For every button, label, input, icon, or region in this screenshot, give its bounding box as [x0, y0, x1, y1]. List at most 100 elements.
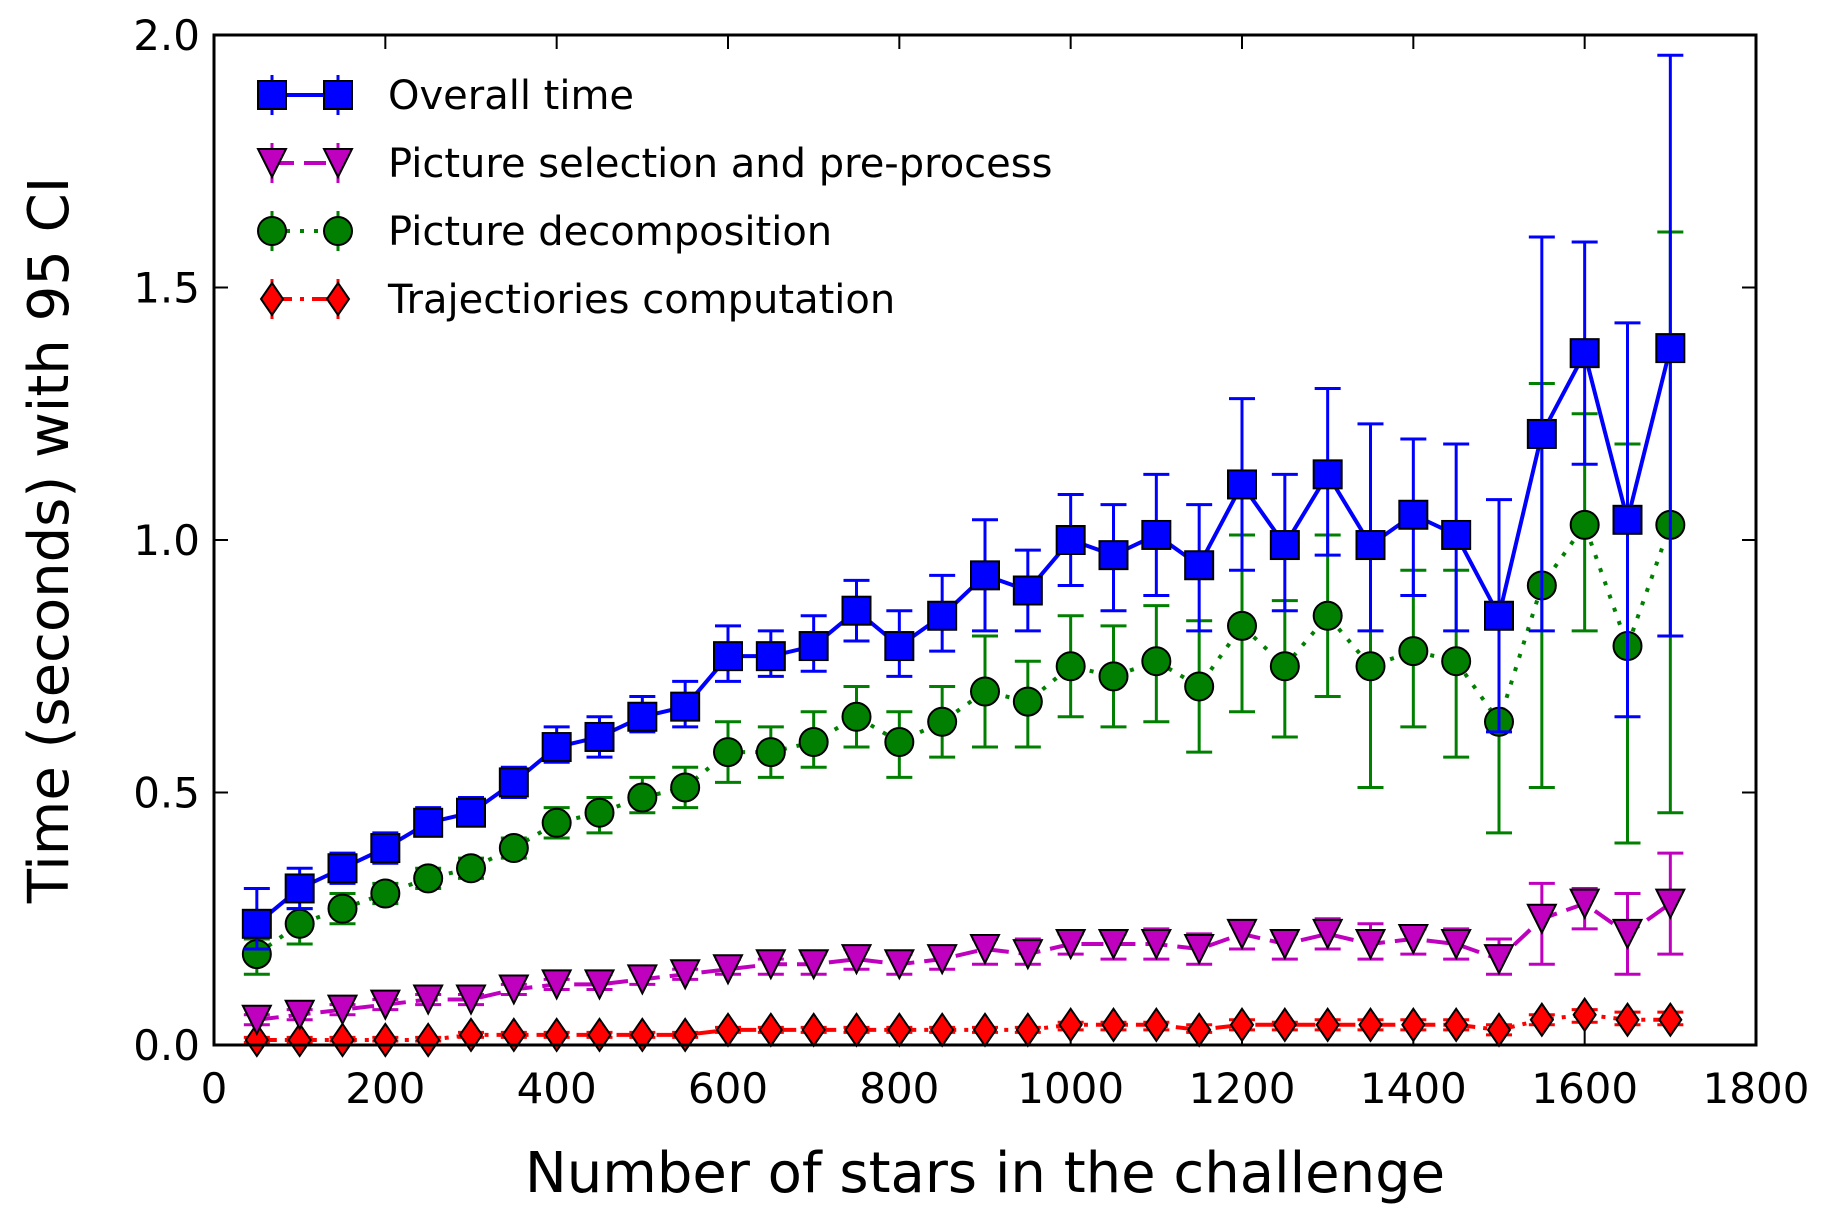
x-tick-label: 1600	[1531, 1064, 1638, 1113]
data-point	[715, 1012, 741, 1048]
y-tick-label: 1.5	[133, 264, 200, 313]
data-point	[755, 737, 786, 768]
series-line	[255, 520, 1673, 956]
data-point	[1140, 929, 1172, 961]
data-point	[1312, 600, 1343, 631]
x-tick-label: 800	[859, 1064, 939, 1113]
data-point	[501, 1017, 527, 1053]
data-point	[1184, 671, 1215, 702]
legend-item: Trajectiories computation	[259, 277, 895, 323]
series-layer	[241, 53, 1686, 1058]
data-point	[626, 964, 658, 996]
legend-marker	[257, 80, 287, 110]
data-point	[1440, 929, 1472, 961]
legend-marker	[325, 281, 351, 317]
data-point	[627, 782, 658, 813]
data-point	[801, 1012, 826, 1048]
data-point	[758, 1012, 784, 1048]
x-tick-label: 1800	[1703, 1064, 1810, 1113]
data-point	[1441, 646, 1472, 677]
data-point	[327, 893, 358, 924]
data-point	[370, 833, 401, 864]
legend-marker	[257, 216, 287, 246]
data-point	[284, 873, 315, 904]
data-point	[1312, 918, 1344, 951]
data-point	[284, 999, 316, 1031]
data-point	[798, 949, 830, 981]
data-point	[1572, 996, 1597, 1033]
data-point	[584, 721, 615, 752]
data-point	[1443, 1007, 1469, 1043]
x-tick-label: 1000	[1017, 1064, 1124, 1113]
data-point	[713, 641, 743, 672]
data-point	[627, 701, 658, 732]
data-point	[844, 1012, 869, 1048]
data-point	[1569, 888, 1601, 920]
data-point	[884, 727, 915, 757]
data-point	[1398, 636, 1429, 667]
data-point	[713, 737, 743, 768]
legend-marker	[322, 148, 354, 180]
data-point	[413, 807, 444, 838]
legend-marker	[323, 80, 353, 110]
data-point	[1358, 1007, 1383, 1043]
x-tick-label: 600	[688, 1064, 768, 1113]
legend-label: Picture decomposition	[388, 209, 832, 255]
data-point	[841, 595, 872, 626]
data-point	[456, 797, 486, 828]
legend-item: Overall time	[257, 73, 634, 119]
data-point	[1012, 575, 1043, 606]
y-tick-label: 2.0	[133, 11, 200, 60]
data-point	[1401, 1007, 1426, 1043]
data-point	[587, 1017, 612, 1053]
legend-item: Picture selection and pre-process	[256, 141, 1052, 187]
data-point	[927, 600, 958, 631]
data-point	[373, 1022, 398, 1058]
data-point	[369, 989, 401, 1021]
y-tick-label: 1.0	[133, 516, 200, 565]
legend-marker	[323, 216, 353, 246]
data-point	[1569, 509, 1600, 540]
x-tick-label: 1200	[1189, 1064, 1296, 1113]
data-point	[841, 701, 872, 732]
data-point	[327, 853, 358, 884]
data-point	[1483, 944, 1515, 976]
y-tick-label: 0.0	[133, 1021, 200, 1070]
data-point	[712, 954, 744, 986]
data-point	[1315, 1007, 1340, 1043]
data-point	[541, 807, 572, 838]
data-point	[670, 772, 701, 803]
x-tick-label: 400	[517, 1064, 597, 1113]
data-point	[672, 1017, 698, 1053]
data-point	[1569, 338, 1600, 369]
data-point	[456, 853, 486, 884]
data-point	[1312, 459, 1343, 490]
data-point	[1526, 903, 1558, 935]
data-point	[1398, 499, 1429, 530]
series-picture-decomposition	[241, 230, 1686, 976]
data-point	[1354, 929, 1387, 961]
data-point	[1355, 530, 1386, 561]
data-point	[1098, 661, 1129, 692]
data-point	[544, 1017, 569, 1053]
data-point	[1269, 651, 1300, 682]
tick-label-layer: 0 200 400 600 800 1000 1200 1400 1600 1800 0.0 0.5 1…	[133, 11, 1809, 1113]
data-point	[1227, 469, 1257, 500]
data-point	[1529, 1001, 1555, 1038]
series-line	[256, 1012, 1671, 1042]
data-point	[969, 934, 1001, 966]
data-point	[284, 908, 315, 939]
legend-item: Picture decomposition	[257, 209, 832, 255]
data-point	[498, 833, 529, 864]
data-point	[1227, 610, 1257, 641]
legend-marker	[259, 281, 285, 317]
data-point	[458, 1017, 484, 1053]
data-point	[584, 797, 615, 828]
data-point	[1183, 934, 1215, 966]
series-line	[256, 901, 1672, 1022]
data-point	[1229, 1007, 1255, 1043]
data-point	[1141, 646, 1172, 677]
data-point	[1058, 1007, 1083, 1043]
data-point	[412, 984, 444, 1016]
data-point	[241, 1004, 273, 1036]
